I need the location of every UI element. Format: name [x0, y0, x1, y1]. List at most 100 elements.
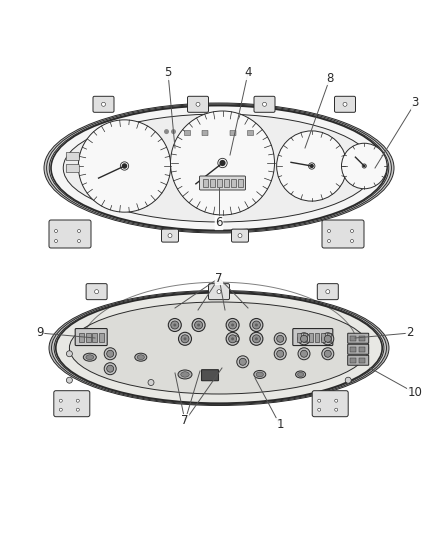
Circle shape: [59, 399, 62, 402]
Circle shape: [343, 102, 347, 106]
Circle shape: [350, 239, 353, 243]
Circle shape: [168, 233, 172, 238]
Circle shape: [231, 337, 234, 340]
Ellipse shape: [46, 104, 392, 232]
Circle shape: [252, 321, 261, 329]
Ellipse shape: [69, 302, 369, 394]
FancyBboxPatch shape: [187, 96, 208, 112]
FancyBboxPatch shape: [315, 333, 319, 342]
Circle shape: [54, 239, 57, 243]
Text: 7: 7: [181, 415, 189, 427]
Circle shape: [328, 230, 331, 232]
FancyBboxPatch shape: [79, 333, 84, 342]
Circle shape: [164, 129, 169, 134]
Ellipse shape: [49, 105, 389, 231]
FancyBboxPatch shape: [237, 179, 243, 187]
FancyBboxPatch shape: [348, 344, 369, 354]
Circle shape: [181, 335, 189, 343]
Circle shape: [345, 377, 351, 383]
Circle shape: [179, 332, 191, 345]
Circle shape: [238, 233, 242, 238]
Circle shape: [322, 348, 334, 360]
Circle shape: [122, 163, 127, 169]
FancyBboxPatch shape: [303, 333, 307, 342]
FancyBboxPatch shape: [321, 333, 325, 342]
Circle shape: [229, 335, 237, 343]
Circle shape: [318, 408, 321, 411]
Circle shape: [255, 324, 258, 327]
Ellipse shape: [56, 293, 382, 403]
Circle shape: [219, 160, 226, 166]
Ellipse shape: [49, 290, 389, 406]
Circle shape: [95, 289, 99, 294]
Circle shape: [250, 332, 263, 345]
Text: 9: 9: [36, 327, 44, 340]
Circle shape: [217, 289, 221, 294]
FancyBboxPatch shape: [247, 131, 254, 135]
Circle shape: [335, 399, 338, 402]
FancyBboxPatch shape: [202, 131, 208, 135]
FancyBboxPatch shape: [327, 333, 331, 342]
Circle shape: [78, 230, 81, 232]
Circle shape: [102, 102, 106, 106]
FancyBboxPatch shape: [293, 328, 333, 345]
Ellipse shape: [297, 373, 304, 376]
Circle shape: [350, 230, 353, 232]
Ellipse shape: [296, 371, 306, 378]
Ellipse shape: [178, 370, 192, 379]
Ellipse shape: [181, 372, 189, 377]
Circle shape: [76, 408, 79, 411]
Circle shape: [231, 324, 234, 327]
FancyBboxPatch shape: [359, 358, 365, 363]
Circle shape: [239, 358, 246, 365]
FancyBboxPatch shape: [99, 333, 104, 342]
Circle shape: [277, 335, 284, 342]
Circle shape: [104, 348, 116, 360]
Circle shape: [226, 319, 239, 332]
Text: 6: 6: [215, 216, 223, 230]
Circle shape: [342, 143, 387, 189]
Circle shape: [78, 120, 171, 212]
FancyBboxPatch shape: [201, 370, 219, 381]
FancyBboxPatch shape: [75, 328, 107, 345]
Circle shape: [255, 337, 258, 340]
Text: 2: 2: [406, 327, 414, 340]
Ellipse shape: [54, 292, 384, 404]
Circle shape: [196, 102, 200, 106]
FancyBboxPatch shape: [309, 333, 313, 342]
FancyBboxPatch shape: [350, 336, 356, 341]
Circle shape: [277, 350, 284, 357]
Circle shape: [298, 348, 310, 360]
Ellipse shape: [86, 355, 94, 360]
Circle shape: [171, 321, 179, 329]
Circle shape: [67, 377, 72, 383]
FancyBboxPatch shape: [230, 131, 236, 135]
Circle shape: [363, 165, 366, 167]
FancyBboxPatch shape: [348, 333, 369, 343]
FancyBboxPatch shape: [86, 333, 91, 342]
FancyBboxPatch shape: [254, 96, 275, 112]
Circle shape: [59, 408, 62, 411]
Ellipse shape: [137, 355, 145, 360]
FancyBboxPatch shape: [359, 347, 365, 352]
Circle shape: [252, 335, 261, 343]
Circle shape: [274, 348, 286, 360]
Circle shape: [237, 356, 249, 368]
Text: 7: 7: [215, 271, 223, 285]
FancyBboxPatch shape: [350, 358, 356, 363]
Text: 10: 10: [408, 386, 422, 400]
Ellipse shape: [254, 370, 266, 378]
FancyBboxPatch shape: [297, 333, 301, 342]
Circle shape: [107, 365, 114, 372]
FancyBboxPatch shape: [230, 179, 236, 187]
Circle shape: [262, 102, 266, 106]
Circle shape: [274, 333, 286, 345]
Circle shape: [318, 399, 321, 402]
Circle shape: [54, 230, 57, 232]
FancyBboxPatch shape: [348, 356, 369, 365]
Ellipse shape: [44, 103, 394, 233]
Circle shape: [277, 131, 347, 201]
Circle shape: [229, 321, 237, 329]
FancyBboxPatch shape: [92, 333, 97, 342]
FancyBboxPatch shape: [93, 96, 114, 112]
